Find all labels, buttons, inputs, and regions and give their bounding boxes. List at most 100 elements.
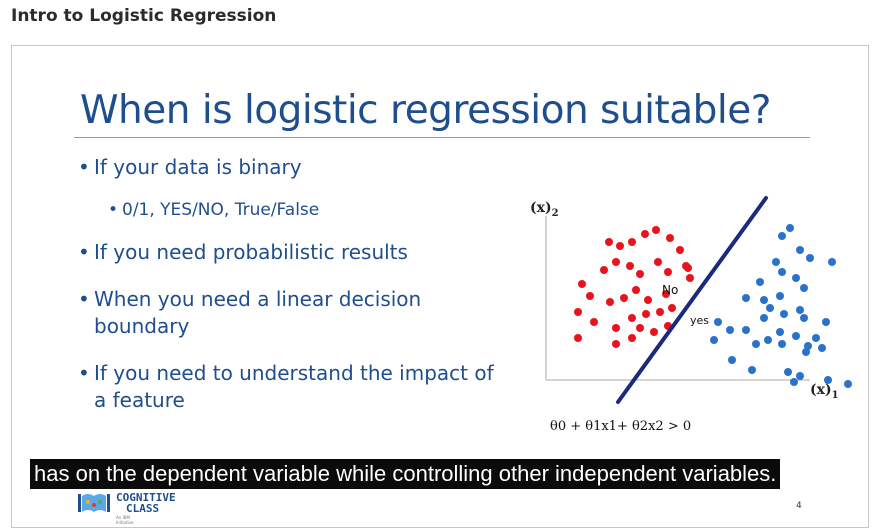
scatter-point (578, 280, 586, 288)
scatter-point (776, 328, 784, 336)
scatter-point (742, 294, 750, 302)
scatter-point (666, 234, 674, 242)
scatter-point (668, 304, 676, 312)
scatter-point (760, 296, 768, 304)
scatter-point (822, 318, 830, 326)
scatter-point (760, 314, 768, 322)
scatter-point (778, 340, 786, 348)
scatter-point (644, 296, 652, 304)
scatter-point (612, 324, 620, 332)
scatter-point (728, 356, 736, 364)
scatter-point (636, 270, 644, 278)
scatter-point (756, 278, 764, 286)
label-yes: yes (690, 314, 709, 327)
scatter-point (780, 310, 788, 318)
scatter-point (642, 310, 650, 318)
scatter-point (600, 266, 608, 274)
scatter-point (766, 304, 774, 312)
scatter-point (828, 258, 836, 266)
bullet-dot-icon: • (78, 240, 90, 264)
scatter-point (628, 314, 636, 322)
scatter-point (796, 246, 804, 254)
scatter-point (628, 334, 636, 342)
scatter-point (806, 254, 814, 262)
scatter-point (778, 268, 786, 276)
scatter-point (742, 326, 750, 334)
page-title: Intro to Logistic Regression (11, 6, 277, 26)
scatter-point (844, 380, 852, 388)
scatter-point (574, 334, 582, 342)
scatter-point (778, 232, 786, 240)
book-icon (78, 494, 110, 512)
scatter-point (686, 274, 694, 282)
scatter-point (790, 378, 798, 386)
scatter-point (620, 294, 628, 302)
scatter-point (752, 340, 760, 348)
scatter-point (772, 258, 780, 266)
scatter-point (654, 258, 662, 266)
slide-page-number: 4 (796, 501, 802, 511)
scatter-point (764, 336, 772, 344)
scatter-point (710, 336, 718, 344)
scatter-point (628, 238, 636, 246)
class-no-points (574, 226, 694, 348)
scatter-point (590, 318, 598, 326)
bullet-item: • If your data is binary (78, 155, 302, 179)
scatter-point (726, 326, 734, 334)
scatter-point (796, 306, 804, 314)
scatter-point (800, 284, 808, 292)
sub-bullet-item: • 0/1, YES/NO, True/False (108, 197, 319, 224)
scatter-point (656, 308, 664, 316)
class-yes-points (710, 224, 852, 388)
bullet-dot-icon: • (108, 200, 119, 220)
scatter-point (652, 226, 660, 234)
bullet-dot-icon: • (78, 287, 90, 311)
x-axis-label: (x)1 (810, 382, 839, 401)
label-no: No (662, 283, 678, 297)
scatter-point (792, 332, 800, 340)
scatter-point (818, 344, 826, 352)
bullet-item: • When you need a linear decision bounda… (78, 287, 422, 338)
bullet-dot-icon: • (78, 155, 90, 179)
scatter-point (796, 372, 804, 380)
scatter-point (586, 292, 594, 300)
scatter-point (616, 242, 624, 250)
logo-wordmark: COGNITIVE CLASS (116, 491, 176, 515)
scatter-point (626, 262, 634, 270)
video-caption: has on the dependent variable while cont… (30, 459, 781, 489)
scatter-point (606, 298, 614, 306)
scatter-point (641, 230, 649, 238)
scatter-point (792, 274, 800, 282)
scatter-plot: (x)2 (x)1 No yes θ0 + θ1x1+ θ2x2 > 0 (530, 196, 852, 434)
video-slide[interactable]: When is logistic regression suitable? • … (11, 45, 869, 528)
scatter-point (714, 318, 722, 326)
scatter-point (786, 224, 794, 232)
slide-title: When is logistic regression suitable? (80, 88, 771, 133)
equation-label: θ0 + θ1x1+ θ2x2 > 0 (550, 419, 691, 434)
bullet-item: • If you need probabilistic results (78, 240, 408, 264)
scatter-point (574, 308, 582, 316)
scatter-point (748, 366, 756, 374)
scatter-point (800, 314, 808, 322)
bullet-dot-icon: • (78, 361, 90, 385)
decision-boundary-line (616, 196, 768, 404)
bullet-item: • If you need to understand the impact o… (78, 361, 494, 412)
scatter-point (632, 286, 640, 294)
scatter-point (636, 324, 644, 332)
logo-tagline: An IBM Initiative (116, 515, 134, 525)
scatter-point (676, 246, 684, 254)
scatter-point (812, 334, 820, 342)
scatter-point (784, 368, 792, 376)
scatter-point (612, 340, 620, 348)
scatter-point (802, 348, 810, 356)
title-divider (74, 137, 810, 138)
scatter-point (650, 328, 658, 336)
scatter-point (662, 290, 670, 298)
scatter-point (612, 258, 620, 266)
scatter-point (664, 268, 672, 276)
scatter-point (824, 376, 832, 384)
scatter-point (605, 238, 613, 246)
scatter-point (684, 264, 692, 272)
scatter-point (776, 292, 784, 300)
cognitive-class-logo: COGNITIVE CLASS An IBM Initiative (78, 492, 176, 525)
